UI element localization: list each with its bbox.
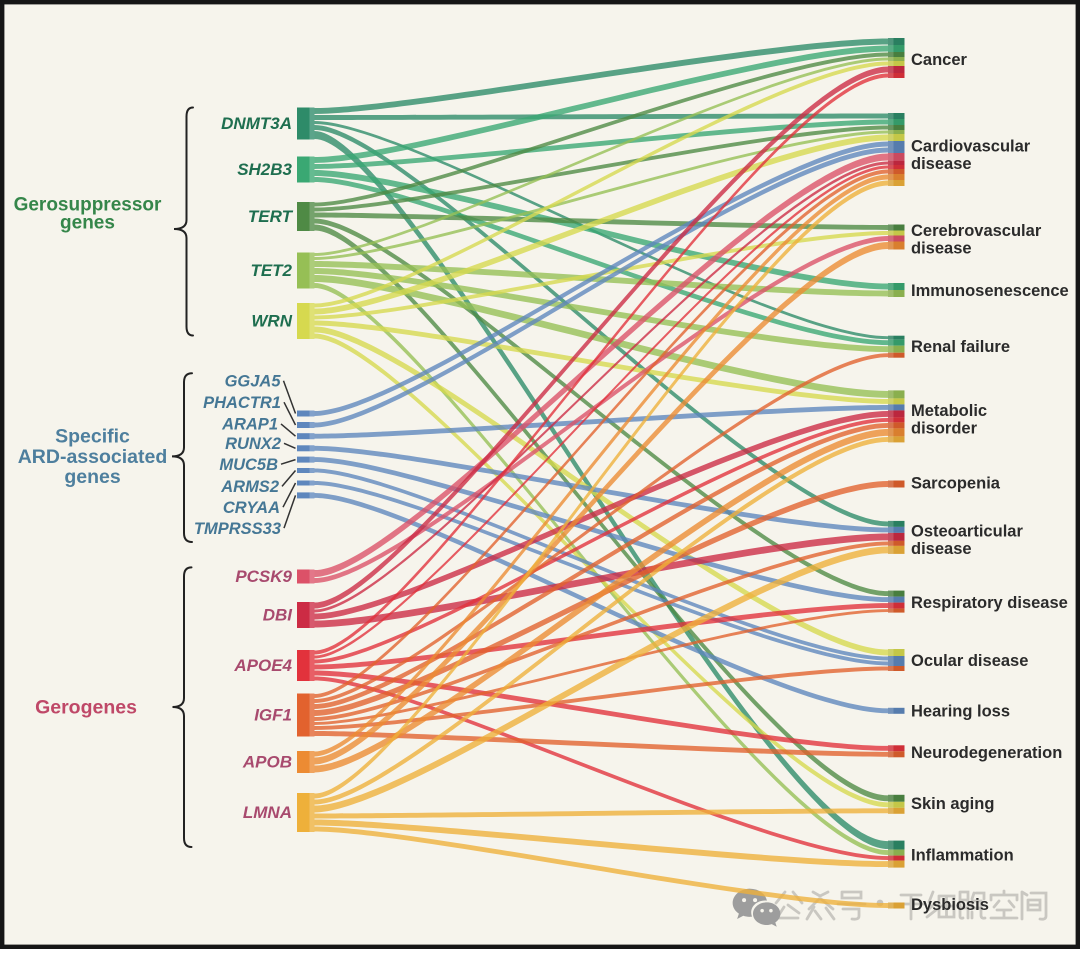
svg-text:RUNX2: RUNX2 [225, 435, 281, 453]
svg-text:Hearing loss: Hearing loss [911, 703, 1010, 721]
svg-text:Cardiovascular: Cardiovascular [911, 138, 1031, 156]
svg-text:DBI: DBI [263, 606, 294, 625]
svg-text:SH2B3: SH2B3 [237, 160, 292, 179]
svg-text:genes: genes [60, 213, 115, 234]
svg-text:GGJA5: GGJA5 [225, 373, 282, 391]
svg-text:Gerosuppressor: Gerosuppressor [14, 195, 162, 216]
svg-text:Osteoarticular: Osteoarticular [911, 523, 1023, 541]
svg-text:Cancer: Cancer [911, 51, 968, 69]
svg-text:MUC5B: MUC5B [219, 456, 278, 474]
svg-text:Dysbiosis: Dysbiosis [911, 896, 989, 914]
svg-text:IGF1: IGF1 [254, 706, 292, 725]
svg-text:disease: disease [911, 155, 972, 173]
svg-text:CRYAA: CRYAA [223, 499, 280, 517]
svg-text:TMPRSS33: TMPRSS33 [194, 520, 281, 538]
svg-text:Ocular disease: Ocular disease [911, 652, 1028, 670]
svg-text:Renal failure: Renal failure [911, 338, 1010, 356]
svg-text:APOE4: APOE4 [233, 656, 292, 675]
svg-text:ARD-associated: ARD-associated [18, 446, 168, 468]
svg-text:Cerebrovascular: Cerebrovascular [911, 222, 1042, 240]
svg-text:WRN: WRN [251, 312, 292, 331]
svg-text:TERT: TERT [248, 207, 294, 226]
svg-text:APOB: APOB [242, 753, 292, 772]
svg-text:Sarcopenia: Sarcopenia [911, 475, 1001, 493]
svg-text:Immunosenescence: Immunosenescence [911, 282, 1069, 300]
svg-text:PCSK9: PCSK9 [235, 567, 292, 586]
svg-text:DNMT3A: DNMT3A [221, 114, 292, 133]
svg-text:Gerogenes: Gerogenes [35, 697, 137, 719]
svg-text:genes: genes [64, 466, 121, 488]
svg-text:disorder: disorder [911, 420, 978, 438]
svg-text:PHACTR1: PHACTR1 [203, 394, 281, 412]
svg-text:Specific: Specific [55, 425, 130, 447]
svg-text:ARMS2: ARMS2 [220, 478, 279, 496]
svg-text:Respiratory disease: Respiratory disease [911, 594, 1068, 612]
svg-text:LMNA: LMNA [243, 803, 292, 822]
svg-text:Neurodegeneration: Neurodegeneration [911, 744, 1062, 762]
svg-text:TET2: TET2 [250, 261, 292, 280]
svg-text:Metabolic: Metabolic [911, 402, 987, 420]
svg-text:ARAP1: ARAP1 [221, 416, 278, 434]
svg-text:Inflammation: Inflammation [911, 847, 1014, 865]
svg-text:Skin aging: Skin aging [911, 795, 994, 813]
svg-text:disease: disease [911, 540, 972, 558]
svg-text:disease: disease [911, 240, 972, 258]
